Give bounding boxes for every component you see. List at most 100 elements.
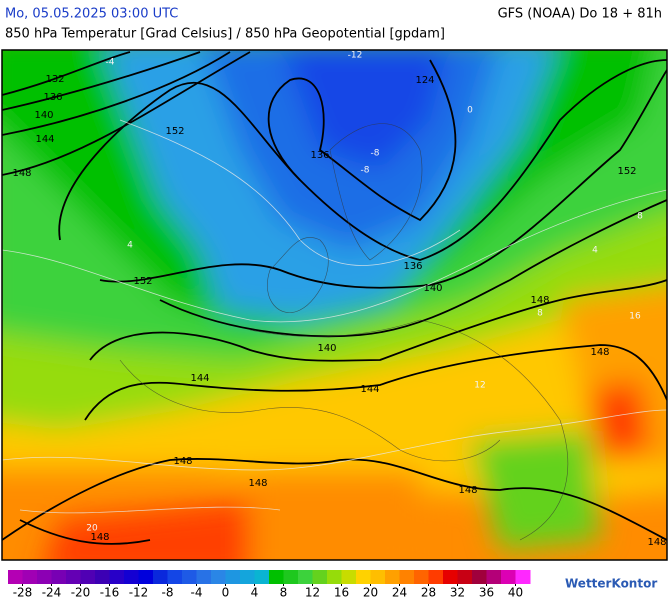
legend-swatch <box>167 570 183 584</box>
legend-tick-label: 4 <box>251 586 259 600</box>
legend-tick-label: 0 <box>222 586 230 600</box>
temperature-field <box>2 50 667 560</box>
contour-label: 136 <box>43 92 62 103</box>
legend-tick-label: 12 <box>305 586 320 600</box>
contour-label: 136 <box>310 150 329 161</box>
legend-swatch <box>486 570 502 584</box>
legend-swatch <box>283 570 299 584</box>
isotherm-label: 4 <box>127 241 133 251</box>
map-field <box>2 50 667 560</box>
contour-label: 136 <box>403 261 422 272</box>
contour-label: 144 <box>360 384 379 395</box>
contour-label: 140 <box>423 283 442 294</box>
brand-logo: WetterKontor <box>565 577 657 591</box>
contour-label: 132 <box>45 74 64 85</box>
map-frame <box>1 49 668 561</box>
color-legend: -28 -24 -20 -16 -12 -8 -4 0 4 8 12 16 20 24 28 32 36 40 <box>8 570 531 600</box>
legend-tick-label: 24 <box>392 586 407 600</box>
legend-tick-label: -8 <box>162 586 174 600</box>
contour-label: 144 <box>190 373 209 384</box>
legend-swatch <box>472 570 487 584</box>
model-label: GFS (NOAA) Do 18 + 81h <box>498 7 662 22</box>
contour-label: 148 <box>12 168 31 179</box>
legend-tick-label: 8 <box>280 586 288 600</box>
legend-swatch <box>370 570 386 584</box>
legend-swatch <box>327 570 342 584</box>
legend-swatch <box>428 570 444 584</box>
contour-label: 124 <box>415 75 434 86</box>
legend-swatch <box>254 570 270 584</box>
contour-label: 148 <box>248 478 267 489</box>
contour-label: 140 <box>34 110 53 121</box>
legend-swatch <box>269 570 284 584</box>
legend-swatch <box>66 570 81 584</box>
isotherm-label: 8 <box>637 212 643 222</box>
legend-swatch <box>399 570 415 584</box>
contour-label: 148 <box>173 456 192 467</box>
legend-tick-label: -24 <box>42 586 62 600</box>
legend-tick-label: -20 <box>71 586 91 600</box>
legend-swatch <box>312 570 328 584</box>
contour-label: 148 <box>647 537 666 548</box>
legend-swatch <box>341 570 357 584</box>
map-title: 850 hPa Temperatur [Grad Celsius] / 850 … <box>5 27 445 42</box>
geopotential-contours <box>2 51 667 545</box>
legend-tick-label: 28 <box>421 586 436 600</box>
contour-label: 148 <box>590 347 609 358</box>
legend-swatch <box>95 570 110 584</box>
contour-label: 140 <box>317 343 336 354</box>
legend-swatch <box>501 570 516 584</box>
legend-swatch <box>37 570 52 584</box>
isotherm-label: -4 <box>106 58 115 68</box>
isotherm-label: -12 <box>348 51 363 61</box>
isotherm-label: -8 <box>361 166 370 176</box>
isotherm-label: 16 <box>629 312 641 322</box>
legend-tick-label: -4 <box>191 586 203 600</box>
map-labels: 1321361401441481521241361521361401481481… <box>12 51 666 549</box>
isotherm-label: 0 <box>467 106 473 116</box>
isotherm-label: -8 <box>371 149 380 159</box>
legend-tick-label: 16 <box>334 586 349 600</box>
isotherm-label: 20 <box>86 524 98 534</box>
legend-tick-label: -16 <box>100 586 120 600</box>
legend-tick-label: -28 <box>13 586 33 600</box>
legend-swatch <box>356 570 371 584</box>
contour-label: 148 <box>90 532 109 543</box>
legend-swatch <box>109 570 125 584</box>
legend-tick-label: 20 <box>363 586 378 600</box>
legend-swatch <box>22 570 38 584</box>
contour-label: 144 <box>35 134 54 145</box>
legend-swatch <box>8 570 23 584</box>
date-label: Mo, 05.05.2025 03:00 UTC <box>5 7 178 22</box>
legend-swatch <box>124 570 139 584</box>
legend-swatch <box>385 570 400 584</box>
contour-label: 148 <box>458 485 477 496</box>
legend-swatch <box>298 570 313 584</box>
contour-label: 152 <box>617 166 636 177</box>
legend-swatch <box>414 570 429 584</box>
legend-tick-label: 32 <box>450 586 465 600</box>
contour-label: 148 <box>530 295 549 306</box>
isotherm-label: 4 <box>592 246 598 256</box>
contour-label: 152 <box>165 126 184 137</box>
legend-swatch <box>443 570 458 584</box>
legend-swatch <box>138 570 154 584</box>
contour-label: 152 <box>133 276 152 287</box>
legend-swatch <box>457 570 473 584</box>
legend-swatch <box>515 570 531 584</box>
isotherm-label: 8 <box>537 309 543 319</box>
legend-swatch <box>225 570 241 584</box>
legend-swatch <box>182 570 197 584</box>
legend-swatch <box>211 570 226 584</box>
legend-tick-label: -12 <box>129 586 149 600</box>
legend-tick-label: 36 <box>479 586 494 600</box>
legend-tick-label: 40 <box>508 586 523 600</box>
isotherm-label: 12 <box>474 381 485 391</box>
legend-swatch <box>240 570 255 584</box>
legend-swatch <box>153 570 168 584</box>
legend-swatch <box>51 570 67 584</box>
legend-swatch <box>196 570 212 584</box>
legend-swatch <box>80 570 96 584</box>
